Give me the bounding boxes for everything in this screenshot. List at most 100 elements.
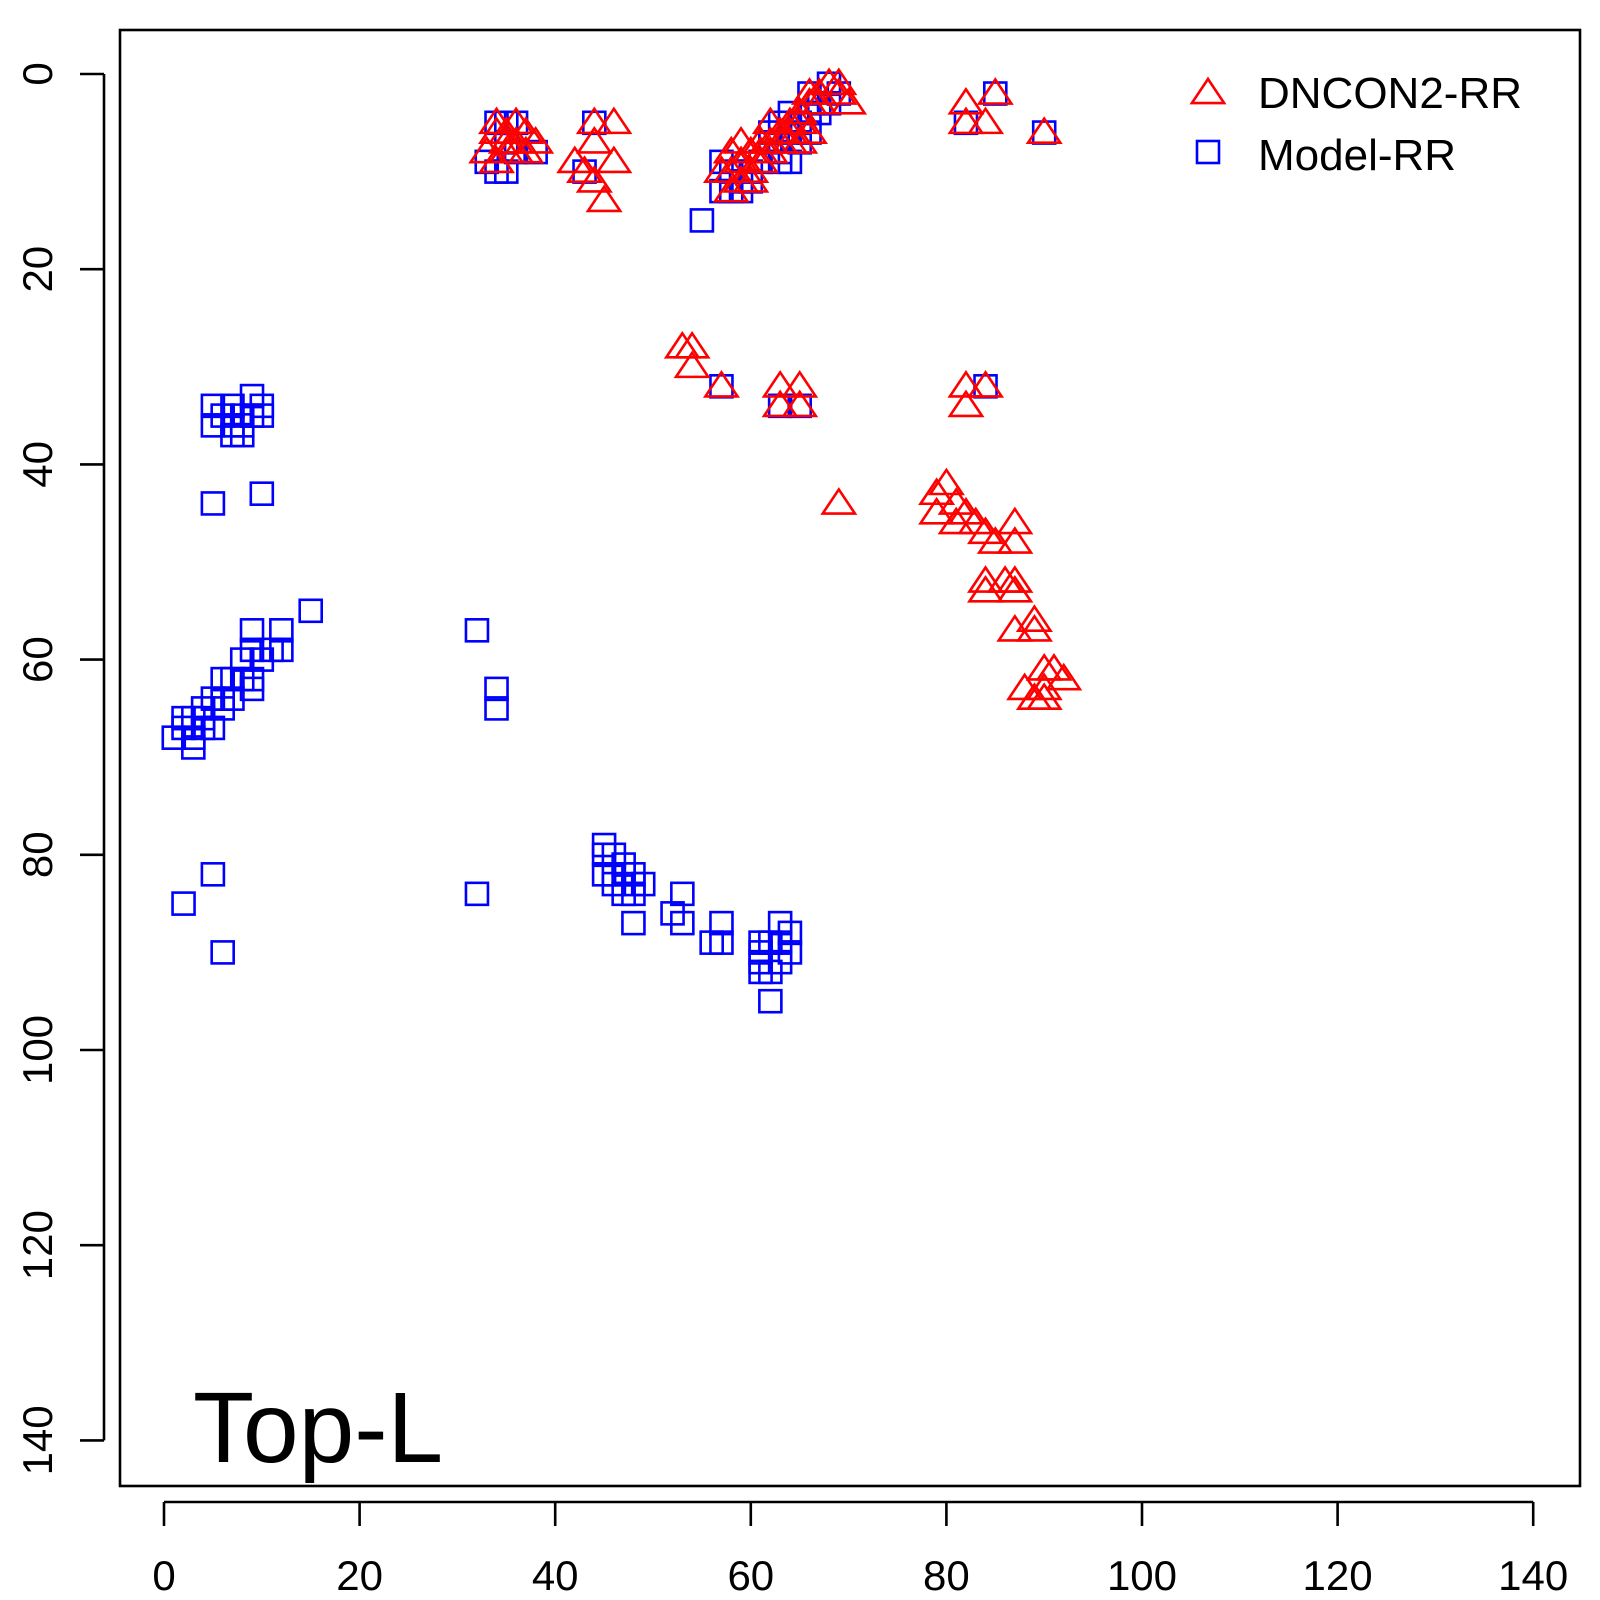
point-triangle (781, 389, 819, 418)
point-triangle (575, 165, 613, 193)
point-triangle (1045, 662, 1083, 691)
point-square (758, 988, 783, 1014)
x-tick-label: 40 (532, 1552, 579, 1599)
point-square (777, 940, 803, 965)
point-triangle (781, 125, 819, 154)
y-tick-label: 120 (14, 1210, 61, 1280)
point-triangle (595, 145, 633, 174)
x-tick-label: 0 (152, 1552, 175, 1599)
x-tick-label: 100 (1107, 1552, 1177, 1599)
point-square (464, 618, 490, 643)
axes: 0 20 40 60 80 100 120 140 0 20 40 60 80 100 120 140 (14, 62, 1568, 1599)
y-tick-label: 0 (14, 62, 61, 85)
point-triangle (761, 389, 799, 418)
point-triangle (761, 369, 799, 398)
point-square (709, 930, 734, 955)
legend: DNCON2-RR Model-RR (1189, 69, 1522, 180)
point-triangle (800, 86, 838, 115)
point-square (484, 696, 509, 721)
series-triangle (468, 67, 1083, 711)
point-square (249, 481, 275, 506)
point-triangle (673, 350, 711, 379)
point-triangle (722, 165, 760, 193)
point-square (171, 891, 196, 916)
data-points (161, 67, 1083, 1014)
point-triangle (996, 574, 1034, 603)
point-triangle (918, 477, 956, 506)
point-square (464, 881, 490, 907)
point-triangle (947, 369, 985, 398)
point-triangle (790, 116, 829, 144)
y-tick-label: 100 (14, 1015, 61, 1085)
point-square (689, 208, 715, 233)
legend-square-marker (1195, 139, 1221, 165)
point-triangle (918, 496, 956, 525)
point-square (670, 881, 695, 907)
plot-frame (118, 28, 1582, 1488)
x-tick-label: 60 (727, 1552, 774, 1599)
x-tick-label: 120 (1303, 1552, 1373, 1599)
point-triangle (966, 574, 1005, 603)
point-triangle (1015, 613, 1053, 642)
point-square (190, 715, 216, 741)
point-square (249, 403, 275, 428)
point-triangle (996, 613, 1034, 642)
y-tick-label: 20 (14, 246, 61, 293)
point-triangle (781, 96, 819, 125)
point-triangle (1025, 682, 1063, 711)
point-triangle (820, 67, 858, 96)
legend-markers (1189, 76, 1227, 165)
point-triangle (820, 487, 858, 515)
point-triangle (966, 565, 1005, 593)
y-tick-label: 60 (14, 636, 61, 683)
y-tick-label: 40 (14, 441, 61, 488)
point-triangle (742, 135, 780, 164)
point-square (239, 618, 265, 643)
point-triangle (937, 506, 975, 535)
x-tick-label: 20 (336, 1552, 383, 1599)
x-tick-label: 80 (923, 1552, 970, 1599)
point-triangle (996, 565, 1034, 593)
point-square (709, 910, 734, 936)
point-square (777, 920, 803, 946)
point-triangle (1025, 116, 1063, 144)
point-square (621, 910, 646, 936)
point-triangle (712, 174, 750, 203)
point-square (200, 491, 226, 516)
point-triangle (947, 389, 985, 418)
point-triangle (781, 369, 819, 398)
point-triangle (575, 106, 613, 135)
point-triangle (830, 86, 868, 115)
legend-triangle-marker (1189, 76, 1227, 105)
point-triangle (585, 184, 623, 213)
point-triangle (800, 77, 838, 105)
point-triangle (966, 369, 1005, 398)
x-tick-label: 140 (1498, 1552, 1568, 1599)
point-triangle (996, 526, 1034, 554)
point-triangle (966, 106, 1005, 135)
point-square (670, 910, 695, 936)
point-triangle (976, 526, 1014, 554)
point-triangle (575, 125, 613, 154)
point-triangle (507, 135, 545, 164)
legend-label-model-rr: Model-RR (1258, 131, 1456, 180)
point-square (200, 862, 226, 887)
point-square (621, 881, 646, 907)
point-triangle (702, 369, 740, 398)
point-square (484, 676, 509, 702)
point-triangle (996, 506, 1034, 535)
legend-label-dncon2-rr: DNCON2-RR (1258, 69, 1522, 118)
y-tick-label: 80 (14, 831, 61, 878)
point-triangle (1015, 604, 1053, 632)
point-triangle (947, 86, 985, 115)
y-tick-label: 140 (14, 1405, 61, 1475)
point-triangle (947, 106, 985, 135)
point-triangle (595, 106, 633, 135)
point-square (210, 940, 235, 965)
point-triangle (751, 106, 789, 135)
panel-annotation: Top-L (193, 1372, 443, 1484)
point-square (298, 598, 324, 624)
point-triangle (673, 330, 711, 359)
